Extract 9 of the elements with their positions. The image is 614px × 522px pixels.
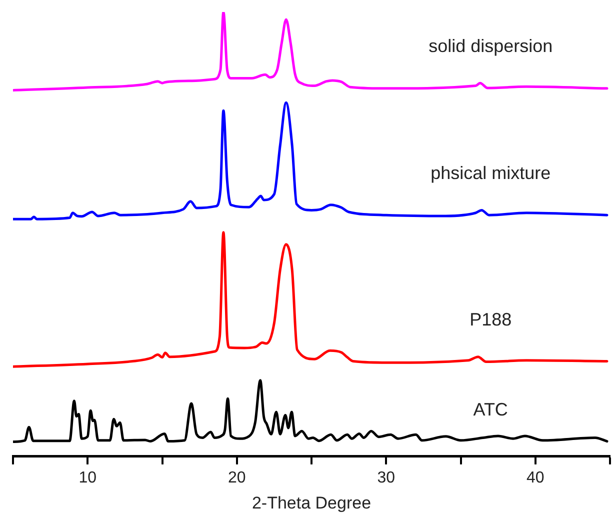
x-axis-title: 2-Theta Degree — [252, 493, 372, 512]
x-tick-label: 40 — [526, 469, 544, 486]
series-label: phsical mixture — [430, 163, 551, 184]
series-label: P188 — [470, 310, 512, 330]
x-tick-label: 10 — [78, 469, 97, 486]
series-label: ATC — [473, 400, 508, 420]
series-label: solid dispersion — [428, 36, 553, 56]
x-tick-label: 30 — [377, 469, 396, 486]
x-tick-label: 20 — [228, 469, 246, 486]
